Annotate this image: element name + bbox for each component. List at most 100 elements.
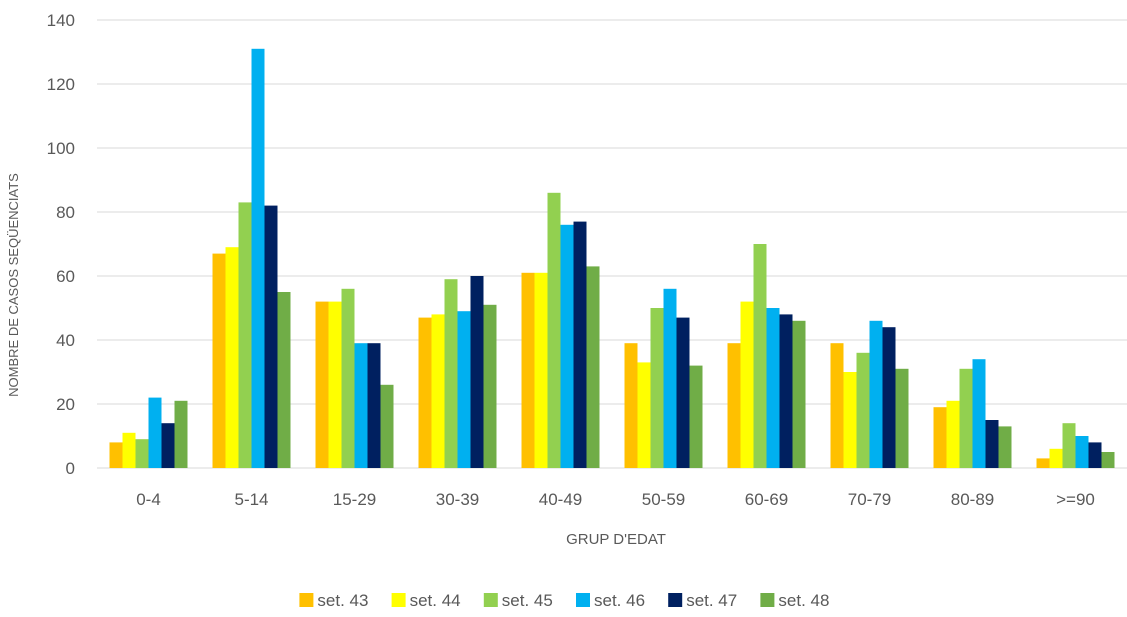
x-tick-label: 80-89 (951, 490, 994, 509)
bar (1062, 423, 1076, 468)
bar (238, 202, 252, 468)
legend: set. 43 set. 44 set. 45 set. 46 set. 47 set. … (299, 591, 829, 610)
bar (547, 192, 561, 469)
bar (354, 343, 368, 468)
x-tick-label: >=90 (1056, 490, 1095, 509)
bar (998, 426, 1012, 468)
bar (470, 276, 484, 468)
bar (843, 372, 857, 468)
x-tick-label: 30-39 (436, 490, 479, 509)
x-tick-label: 15-29 (333, 490, 376, 509)
bar (315, 301, 329, 468)
bar (483, 304, 497, 468)
legend-label: set. 48 (778, 591, 829, 610)
bar (135, 439, 149, 468)
bar (109, 442, 123, 468)
y-axis-ticks: 0 20 40 60 80 100 120 140 (47, 11, 75, 478)
y-tick-label: 140 (47, 11, 75, 30)
legend-item: set. 46 (576, 591, 645, 610)
x-tick-label: 50-59 (642, 490, 685, 509)
legend-label: set. 43 (317, 591, 368, 610)
legend-label: set. 45 (502, 591, 553, 610)
bar (225, 247, 239, 468)
bar (740, 301, 754, 468)
bar (431, 314, 445, 468)
bar (753, 244, 767, 468)
legend-item: set. 45 (483, 591, 553, 610)
bar (637, 362, 651, 468)
bar (792, 320, 806, 468)
bar (122, 432, 136, 468)
bar (457, 311, 471, 468)
bar (367, 343, 381, 468)
bar (727, 343, 741, 468)
legend-label: set. 44 (410, 591, 461, 610)
legend-item: set. 47 (668, 591, 737, 610)
bar (869, 320, 883, 468)
bar (676, 317, 690, 468)
bar (856, 352, 870, 468)
bar (277, 292, 291, 468)
legend-swatch (299, 593, 314, 607)
bar (933, 407, 947, 468)
bar (766, 308, 780, 468)
legend-label: set. 47 (686, 591, 737, 610)
bar (418, 317, 432, 468)
bar (650, 308, 664, 468)
legend-item: set. 43 (299, 591, 368, 610)
bar (689, 365, 703, 468)
bar (534, 272, 548, 468)
bar (1088, 442, 1102, 468)
bar (946, 400, 960, 468)
x-axis-title: GRUP D'EDAT (566, 531, 666, 548)
y-tick-label: 120 (47, 75, 75, 94)
bar (380, 384, 394, 468)
x-tick-label: 40-49 (539, 490, 582, 509)
bar (663, 288, 677, 468)
legend-label: set. 46 (594, 591, 645, 610)
bar (521, 272, 535, 468)
legend-swatch (391, 593, 406, 607)
y-tick-label: 20 (56, 395, 75, 414)
bar (779, 314, 793, 468)
x-tick-label: 5-14 (234, 490, 268, 509)
legend-swatch (760, 593, 775, 607)
x-tick-label: 70-79 (848, 490, 891, 509)
bar (959, 368, 973, 468)
y-axis-title: NOMBRE DE CASOS SEQÜENCIATS (6, 173, 21, 397)
bar (328, 301, 342, 468)
bar (1075, 436, 1089, 468)
bar (161, 423, 175, 468)
legend-swatch (668, 593, 683, 607)
y-tick-label: 100 (47, 139, 75, 158)
x-axis-ticks: 0-4 5-14 15-29 30-39 40-49 50-59 60-69 70-79 80-… (136, 490, 1095, 509)
x-tick-label: 0-4 (136, 490, 161, 509)
bar (985, 420, 999, 468)
x-tick-label: 60-69 (745, 490, 788, 509)
legend-item: set. 44 (391, 591, 461, 610)
y-tick-label: 60 (56, 267, 75, 286)
bar (573, 221, 587, 468)
bar (1036, 458, 1050, 468)
bar (212, 253, 226, 468)
bar (341, 288, 355, 468)
bar (882, 327, 896, 468)
bar (264, 205, 278, 468)
bar (251, 48, 265, 469)
bar (148, 397, 162, 468)
y-tick-label: 40 (56, 331, 75, 350)
y-tick-label: 80 (56, 203, 75, 222)
bar (444, 279, 458, 468)
bar (586, 266, 600, 468)
bar (830, 343, 844, 468)
bar (624, 343, 638, 468)
y-tick-label: 0 (66, 459, 75, 478)
bars (109, 48, 1115, 469)
legend-swatch (483, 593, 498, 607)
bar (1049, 448, 1063, 468)
bar (560, 224, 574, 468)
bar (895, 368, 909, 468)
bar (174, 400, 188, 468)
bar (972, 359, 986, 468)
